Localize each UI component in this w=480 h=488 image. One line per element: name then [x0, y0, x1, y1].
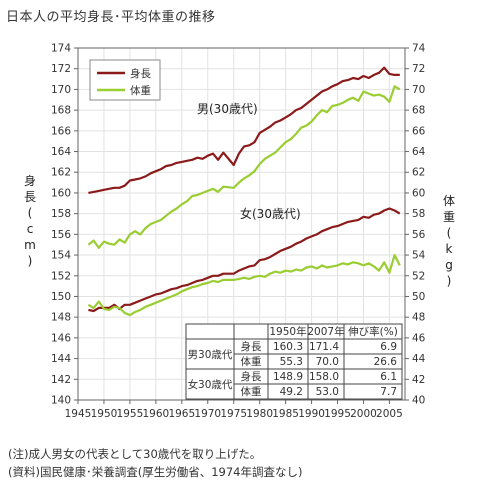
- y-tick-label: 162: [51, 167, 71, 179]
- legend-label-1: 体重: [130, 84, 151, 97]
- x-tick-label: 1970: [194, 408, 221, 420]
- x-tick-label: 1975: [220, 408, 247, 420]
- x-tick-label: 2000: [350, 408, 377, 420]
- y-tick-label: 168: [51, 105, 71, 117]
- series-line-0-height: [88, 66, 400, 194]
- x-tick-label: 1965: [168, 408, 195, 420]
- table-cell: 7.7: [380, 386, 397, 398]
- y-tick-label: 172: [51, 63, 71, 75]
- y2-tick-label: 70: [412, 84, 425, 96]
- series-line-1-weight: [87, 85, 401, 249]
- table-header-4: 伸び率(%): [348, 325, 398, 338]
- table-cell: 女30歳代: [188, 378, 233, 391]
- y-tick-label: 150: [51, 291, 71, 303]
- note-2: (資料)国民健康･栄養調査(厚生労働省、1974年調査なし): [8, 465, 303, 479]
- table-cell: 6.1: [380, 371, 397, 383]
- y-axis-title: 身長(c m): [24, 173, 36, 268]
- x-tick-label: 1990: [298, 408, 325, 420]
- y-tick-label: 174: [51, 43, 71, 55]
- y2-tick-label: 64: [412, 146, 426, 158]
- x-tick-label: 2005: [376, 408, 403, 420]
- series-line-2-height: [88, 207, 401, 313]
- table-cell: 49.2: [280, 386, 303, 398]
- y2-tick-label: 72: [412, 63, 425, 75]
- y-axis-title-text: 身長(c m): [24, 173, 36, 268]
- y-tick-label: 148: [51, 312, 71, 324]
- y2-tick-label: 62: [412, 167, 425, 179]
- y2-tick-label: 40: [412, 395, 425, 407]
- table-header-3: 2007年: [307, 325, 344, 338]
- table-cell: 160.3: [273, 341, 303, 353]
- x-tick-label: 1995: [324, 408, 351, 420]
- x-tick-label: 1955: [117, 408, 144, 420]
- y2-tick-label: 58: [412, 208, 425, 220]
- y-tick-label: 152: [51, 270, 71, 282]
- y-tick-label: 144: [51, 353, 71, 365]
- table-cell: 53.0: [316, 386, 339, 398]
- legend-label-0: 身長: [130, 67, 151, 80]
- table-cell: 158.0: [309, 371, 339, 383]
- y2-tick-label: 48: [412, 312, 425, 324]
- y2-tick-label: 50: [412, 291, 425, 303]
- table-cell: 70.0: [316, 356, 339, 368]
- y2-tick-label: 44: [412, 353, 426, 365]
- table-cell: 身長: [241, 340, 262, 353]
- y2-tick-label: 56: [412, 229, 426, 241]
- legend-box: [89, 59, 161, 101]
- annotation-male: 男(30歳代): [197, 102, 258, 116]
- y-tick-label: 166: [51, 125, 71, 137]
- y-tick-label: 160: [51, 187, 71, 199]
- y2-tick-label: 52: [412, 270, 425, 282]
- y2-tick-label: 74: [412, 43, 426, 55]
- y2-tick-label: 68: [412, 105, 425, 117]
- table-cell: 男30歳代: [188, 349, 233, 361]
- annotation-female: 女(30歳代): [240, 206, 301, 221]
- table-cell: 148.9: [273, 371, 303, 383]
- y-tick-label: 156: [51, 229, 71, 241]
- y-tick-label: 146: [51, 332, 71, 344]
- x-tick-label: 1945: [65, 408, 92, 420]
- y-tick-label: 170: [51, 84, 71, 96]
- note-1: (注)成人男女の代表として30歳代を取り上げた。: [8, 447, 262, 461]
- table-cell: 6.9: [380, 341, 397, 353]
- y2-tick-label: 54: [412, 250, 426, 262]
- y-tick-label: 142: [51, 374, 71, 386]
- y-tick-label: 158: [51, 208, 71, 220]
- x-tick-label: 1980: [246, 408, 273, 420]
- table-cell: 171.4: [309, 341, 339, 353]
- table-cell: 体重: [241, 385, 262, 398]
- plot-frame: [77, 47, 406, 401]
- y2-tick-label: 60: [412, 187, 425, 199]
- chart-title: 日本人の平均身長･平均体重の推移: [6, 10, 216, 25]
- table-cell: 体重: [241, 355, 262, 368]
- y2-tick-label: 66: [412, 125, 426, 137]
- y-tick-label: 140: [51, 395, 71, 407]
- table-header-2: 1950年: [269, 325, 306, 338]
- table-cell: 身長: [241, 370, 262, 383]
- series-line-3-weight: [87, 254, 401, 317]
- y-tick-label: 164: [51, 146, 71, 158]
- x-tick-label: 1960: [142, 408, 169, 420]
- table-cell: 55.3: [280, 356, 303, 368]
- x-tick-label: 1985: [272, 408, 299, 420]
- table-bg: [185, 323, 403, 400]
- y2-axis-title: 体重(k g): [443, 194, 455, 288]
- y2-tick-label: 42: [412, 374, 425, 386]
- x-tick-label: 1950: [91, 408, 118, 420]
- y-tick-label: 154: [51, 250, 71, 262]
- table-cell: 26.6: [374, 356, 398, 368]
- y2-axis-title-text: 体重(k g): [443, 194, 455, 288]
- y2-tick-label: 46: [412, 332, 426, 344]
